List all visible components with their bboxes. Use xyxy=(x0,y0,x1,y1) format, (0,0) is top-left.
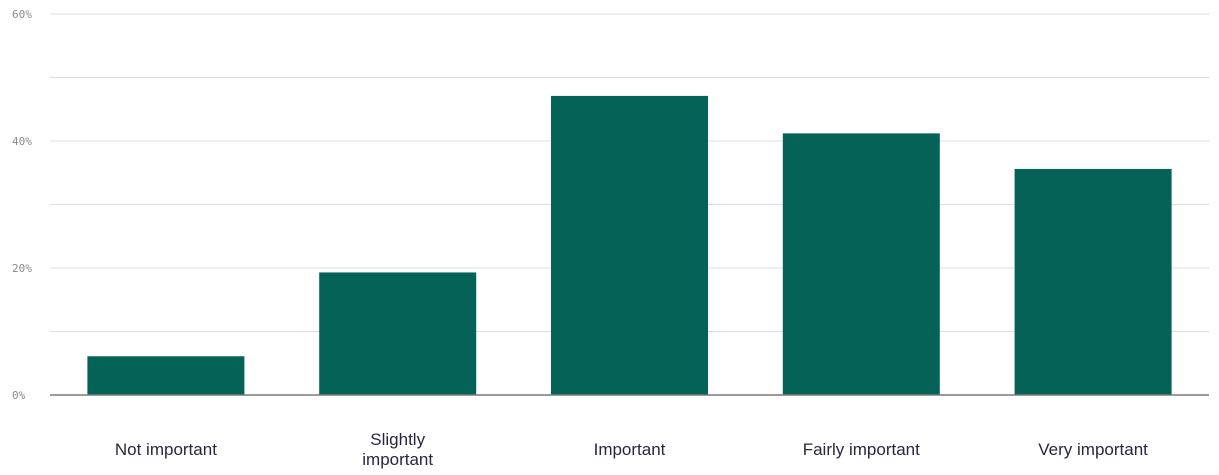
x-tick-label: Slightly xyxy=(370,430,425,449)
x-tick-label: important xyxy=(362,450,433,469)
bar xyxy=(551,95,708,395)
y-tick-label: 40% xyxy=(12,135,32,148)
y-axis-tick-labels: 0% 20% 40% 60% xyxy=(12,8,32,402)
x-tick-label: Not important xyxy=(115,440,217,459)
y-tick-label: 60% xyxy=(12,8,32,21)
bar xyxy=(1014,168,1172,395)
y-tick-label: 20% xyxy=(12,262,32,275)
bars xyxy=(87,95,1172,395)
x-tick-label: Fairly important xyxy=(803,440,920,459)
x-tick-label: Very important xyxy=(1038,440,1148,459)
y-tick-label: 0% xyxy=(12,389,26,402)
x-tick-label: Important xyxy=(594,440,666,459)
bar xyxy=(87,356,245,395)
bar xyxy=(319,272,477,395)
bar xyxy=(782,133,940,395)
